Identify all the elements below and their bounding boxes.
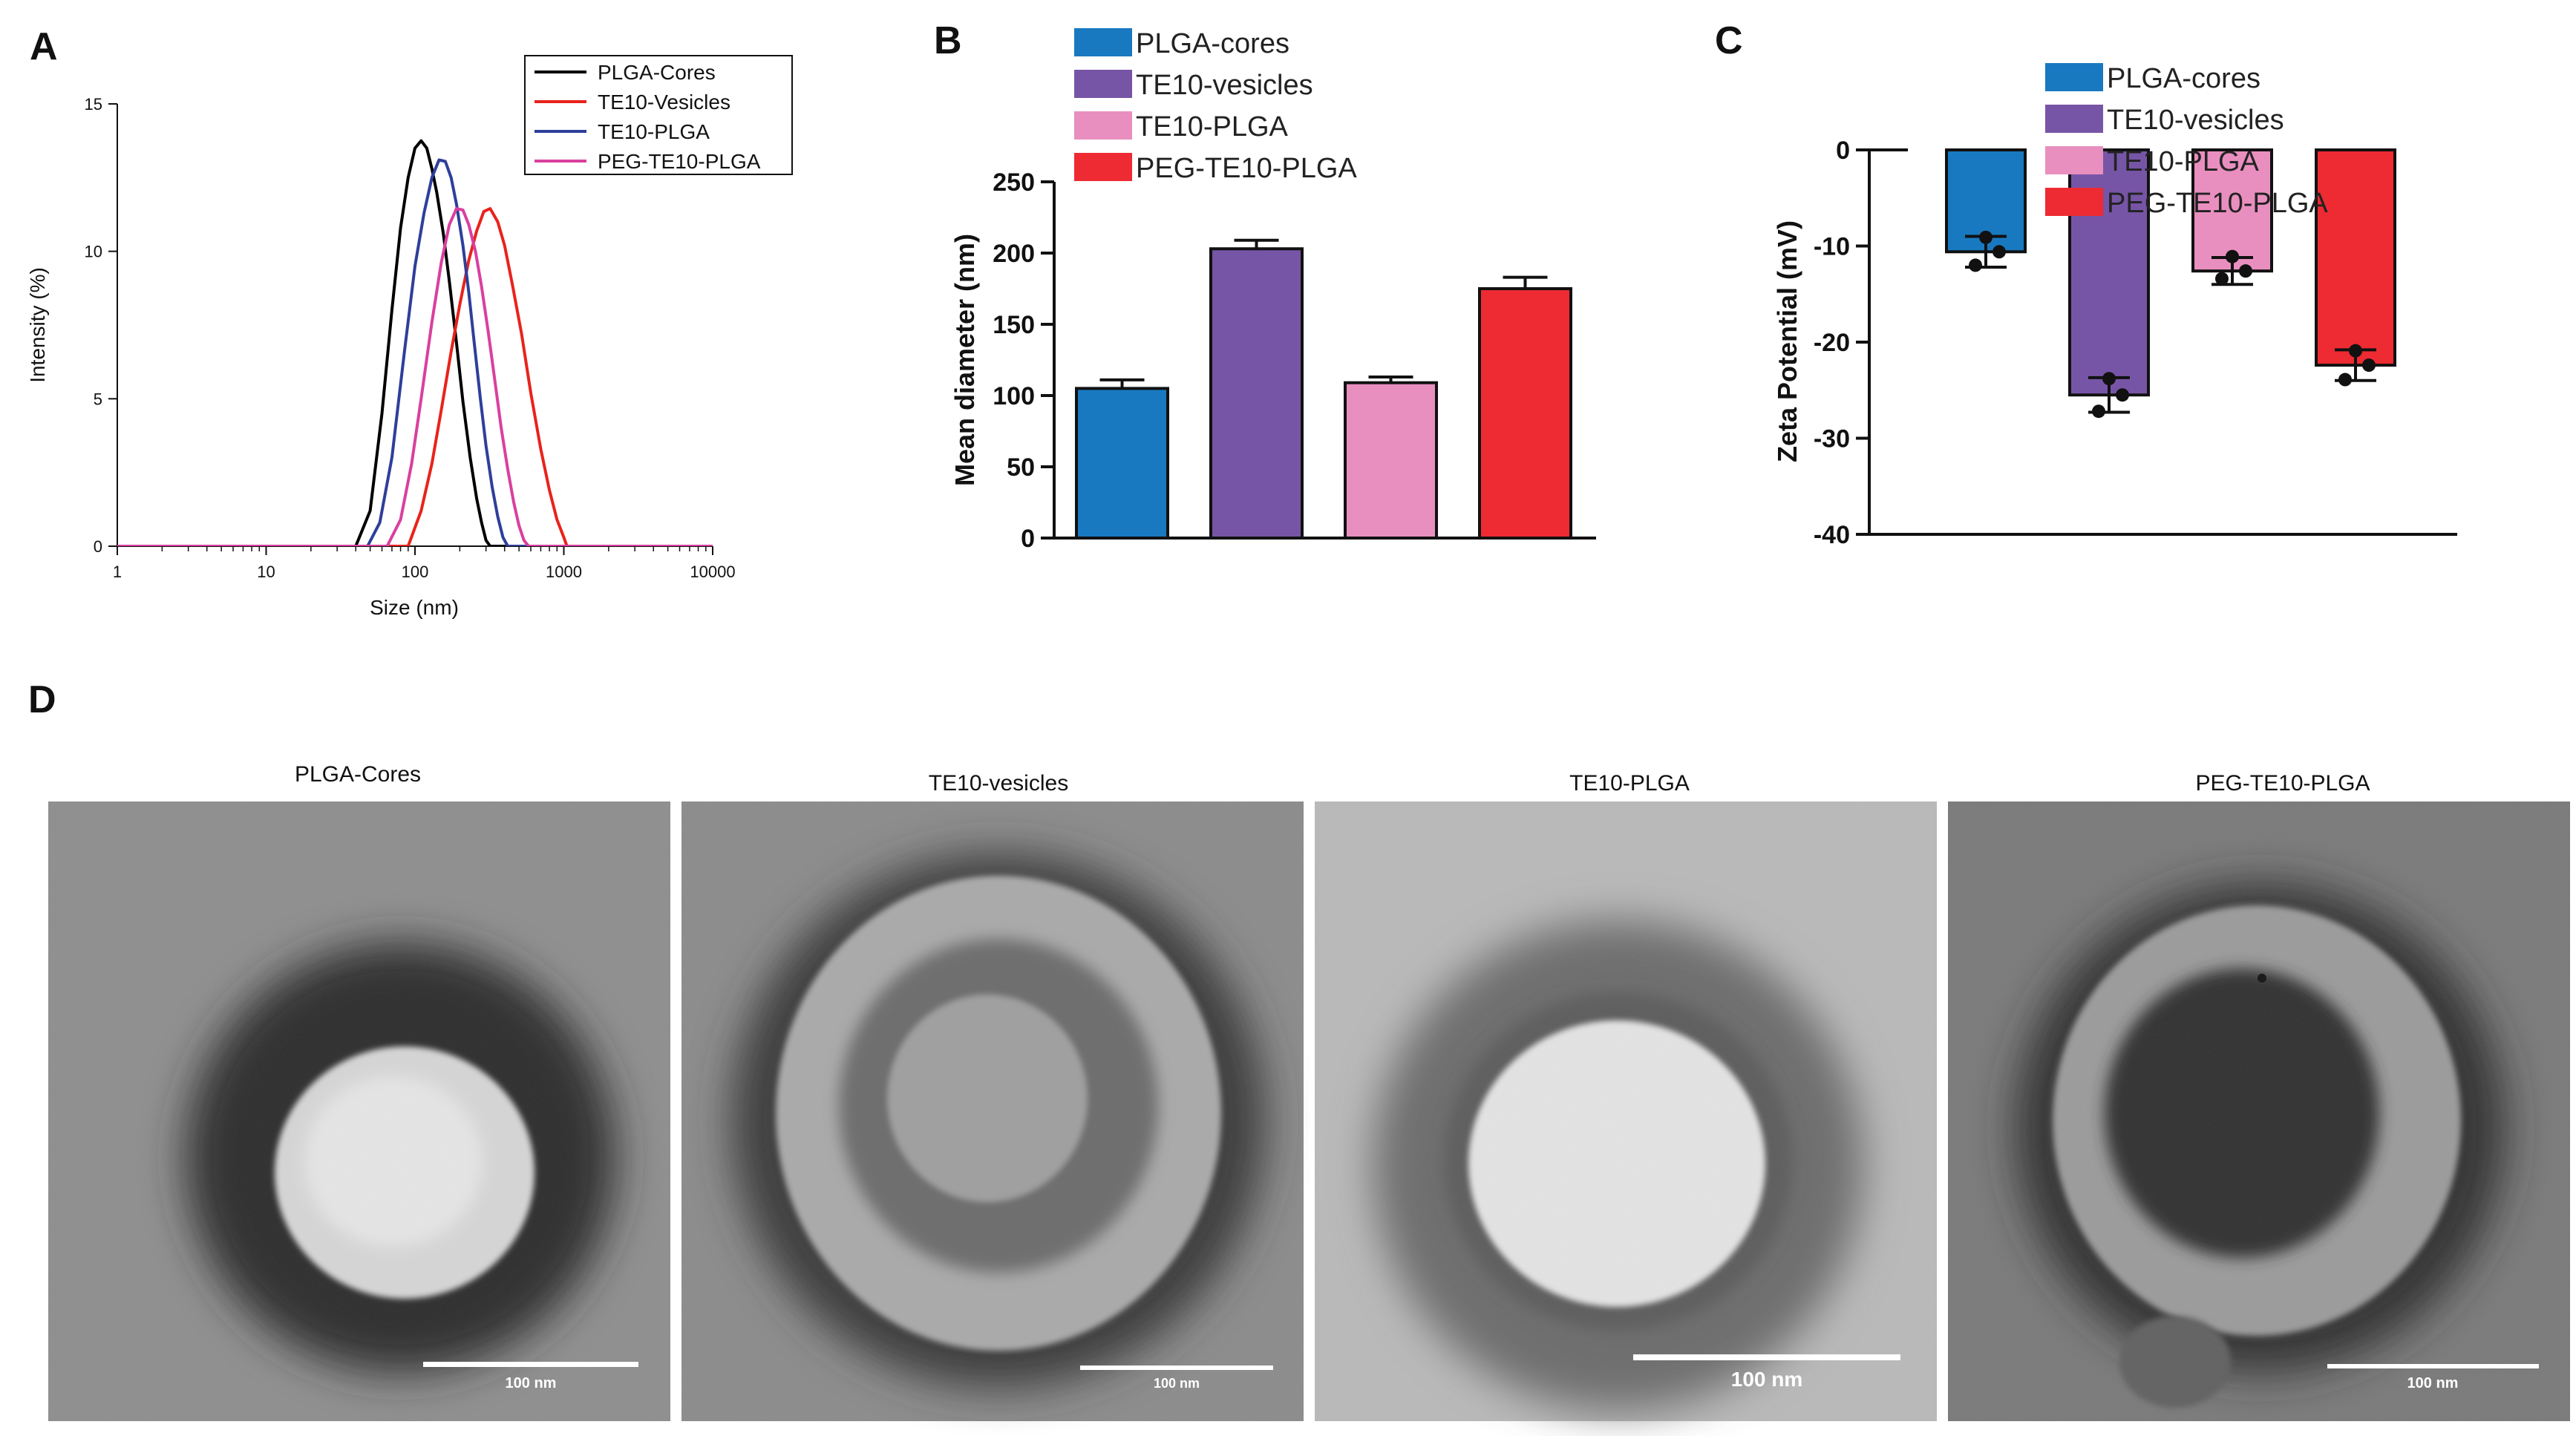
y-tick-label: 0 (1836, 137, 1850, 165)
y-tick-label: -10 (1814, 233, 1850, 261)
data-point (2116, 388, 2129, 402)
series-line-0 (117, 139, 713, 546)
grain-overlay (48, 801, 670, 1421)
data-point (1979, 230, 1993, 244)
grain-overlay (681, 801, 1304, 1421)
legend-swatch (1074, 28, 1132, 56)
y-tick-label: 5 (94, 390, 102, 408)
y-tick-label: -30 (1814, 425, 1850, 453)
x-tick-label: 100 (402, 563, 429, 581)
y-tick-label: 15 (85, 95, 102, 114)
panel-label-a: A (30, 25, 58, 68)
grain-overlay (1315, 801, 1937, 1421)
micrograph-plga-cores: PLGA-Cores 100 nm (48, 762, 670, 1421)
y-tick-label: -40 (1814, 521, 1850, 549)
panel-label-c: C (1715, 19, 1743, 62)
data-point (2362, 358, 2376, 373)
y-tick-label: 200 (993, 240, 1035, 268)
micrograph-te10-plga: TE10-PLGA 100 nm (1315, 771, 1937, 1421)
scale-label: 100 nm (1154, 1376, 1200, 1391)
scale-bar (1633, 1354, 1900, 1360)
y-tick-label: 10 (85, 243, 102, 261)
y-tick-label: 100 (993, 382, 1035, 410)
data-point (2092, 404, 2105, 419)
legend-swatch (2045, 105, 2103, 133)
legend-swatch (1074, 70, 1132, 98)
y-tick-label: 250 (993, 168, 1035, 197)
legend-entry: TE10-vesicles (1136, 70, 1313, 101)
data-point (1993, 245, 2006, 259)
legend-entry: PEG-TE10-PLGA (1136, 153, 1357, 184)
micrograph-title: TE10-PLGA (1569, 771, 1690, 796)
legend-box (524, 55, 793, 175)
scale-bar (423, 1362, 638, 1367)
y-tick-label: -20 (1814, 329, 1850, 357)
zeta-potential-chart: C 0 -10 -20 -30 -40 Zeta Potential (mV) PLGA… (1715, 19, 2457, 549)
data-point (2349, 344, 2362, 358)
legend-entry: TE10-vesicles (2107, 105, 2284, 136)
legend-swatch (2045, 63, 2103, 91)
micrograph-title: PLGA-Cores (295, 762, 421, 787)
legend-entry: TE10-PLGA (598, 120, 710, 143)
tem-micrographs: D PLGA-Cores 100 nm TE10-vesicles 100 nm (28, 678, 2570, 1421)
legend: PLGA-cores TE10-vesicles TE10-PLGA PEG-TE10… (2045, 63, 2328, 219)
legend-entry: PLGA-cores (2107, 63, 2260, 94)
scale-bar (2327, 1364, 2539, 1368)
y-axis-label: Intensity (%) (26, 267, 49, 383)
scale-label: 100 nm (506, 1375, 557, 1391)
x-axis-label: Size (nm) (370, 596, 459, 619)
data-point (2226, 249, 2239, 263)
legend: PLGA-Cores TE10-Vesicles TE10-PLGA PEG-TE10… (524, 55, 793, 175)
x-tick-label: 1000 (546, 563, 582, 581)
data-point (2102, 372, 2116, 386)
legend-swatch (1074, 153, 1132, 181)
legend-swatch (1074, 111, 1132, 140)
y-tick-label: 50 (1007, 453, 1035, 482)
bar-2 (1344, 381, 1438, 540)
legend-entry: TE10-PLGA (2107, 146, 2260, 177)
scale-label: 100 nm (2407, 1375, 2459, 1391)
data-point (2338, 373, 2352, 387)
legend: PLGA-cores TE10-vesicles TE10-PLGA PEG-TE10… (1074, 28, 1357, 184)
bar-1 (2068, 148, 2150, 397)
bar-3 (2315, 148, 2396, 367)
bar-0 (1075, 387, 1169, 540)
series-line-2 (117, 158, 713, 546)
legend-entry: PEG-TE10-PLGA (598, 150, 761, 173)
series-line-3 (117, 207, 713, 546)
x-tick-label: 1 (113, 563, 122, 581)
scale-bar (1080, 1365, 1273, 1370)
mean-diameter-chart: B 0 50 100 150 200 250 Mean diameter (nm) PLG… (934, 19, 1596, 553)
legend-swatch (2045, 146, 2103, 174)
data-point (1969, 258, 1982, 272)
y-axis-label: Mean diameter (nm) (949, 234, 980, 486)
x-tick-label: 10 (257, 563, 275, 581)
legend-entry: TE10-PLGA (1136, 111, 1289, 142)
legend-entry: PEG-TE10-PLGA (2107, 188, 2328, 219)
bar-3 (1478, 287, 1572, 540)
y-tick-label: 0 (94, 537, 102, 556)
legend-entry: PLGA-Cores (598, 61, 716, 84)
size-distribution-chart: A 1 10 100 1000 10000 0 5 10 15 Size (nm) Intens… (26, 25, 793, 619)
grain-overlay (1948, 801, 2570, 1421)
micrograph-title: TE10-vesicles (929, 771, 1068, 796)
legend-swatch (2045, 188, 2103, 216)
panel-label-b: B (934, 19, 962, 62)
y-axis-label: Zeta Potential (mV) (1772, 220, 1802, 462)
micrograph-te10-vesicles: TE10-vesicles 100 nm (681, 771, 1304, 1421)
panel-label-d: D (28, 678, 56, 721)
data-point (2239, 264, 2252, 278)
micrograph-peg-te10-plga: PEG-TE10-PLGA 100 nm (1948, 771, 2570, 1421)
legend-entry: TE10-Vesicles (598, 91, 730, 114)
series-line-1 (117, 207, 713, 546)
scale-label: 100 nm (1731, 1368, 1803, 1391)
micrograph-title: PEG-TE10-PLGA (2195, 771, 2370, 796)
y-tick-label: 150 (993, 311, 1035, 339)
bar-1 (1209, 247, 1304, 540)
y-tick-label: 0 (1021, 525, 1035, 553)
x-tick-label: 10000 (690, 563, 735, 581)
legend-entry: PLGA-cores (1136, 28, 1289, 59)
data-point (2215, 272, 2229, 286)
